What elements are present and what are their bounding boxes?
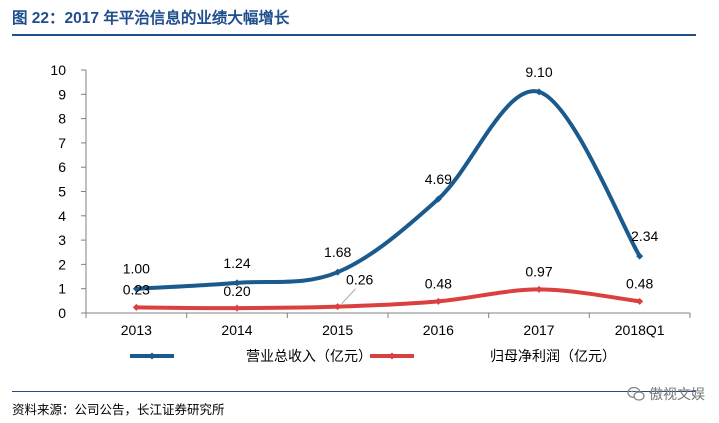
data-label-net-profit: 0.48 (425, 275, 452, 291)
x-tick-label: 2015 (322, 322, 353, 338)
y-tick-label: 9 (58, 86, 66, 102)
legend-label-revenue: 营业总收入（亿元） (246, 348, 372, 364)
series-line-revenue (134, 89, 642, 291)
data-point-revenue (535, 88, 543, 96)
y-tick-label: 5 (58, 184, 66, 200)
data-label-net-profit: 0.97 (525, 263, 552, 279)
data-label-net-profit: 0.48 (626, 275, 653, 291)
series-line-net-profit (134, 287, 642, 311)
data-point-revenue (434, 195, 442, 203)
legend-marker-net-profit (388, 352, 396, 360)
data-point-net-profit (233, 304, 241, 312)
data-point-revenue (334, 268, 342, 276)
footer-divider (12, 391, 696, 392)
y-tick-label: 6 (58, 159, 66, 175)
wechat-icon (627, 386, 645, 401)
x-tick-label: 2014 (221, 322, 252, 338)
y-tick-label: 1 (58, 281, 66, 297)
data-label-revenue: 1.00 (123, 261, 150, 277)
x-tick-label: 2013 (121, 322, 152, 338)
y-tick-label: 10 (50, 62, 66, 78)
label-leader-line (341, 288, 357, 305)
watermark: 傲视文娱 (627, 384, 705, 404)
x-tick-label: 2018Q1 (615, 322, 665, 338)
y-tick-label: 8 (58, 111, 66, 127)
y-tick-label: 2 (58, 256, 66, 272)
data-label-revenue: 9.10 (525, 64, 552, 80)
watermark-text: 傲视文娱 (649, 386, 705, 402)
data-label-revenue: 1.68 (324, 244, 351, 260)
data-point-revenue (233, 279, 241, 287)
data-point-revenue (132, 285, 140, 293)
data-label-net-profit: 0.20 (223, 283, 250, 299)
data-label-net-profit: 0.23 (123, 281, 150, 297)
y-tick-label: 3 (58, 232, 66, 248)
title-divider (12, 34, 696, 36)
y-tick-label: 4 (58, 208, 66, 224)
y-tick-label: 7 (58, 135, 66, 151)
data-label-revenue: 4.69 (425, 171, 452, 187)
x-tick-label: 2016 (423, 322, 454, 338)
source-note: 资料来源：公司公告，长江证券研究所 (12, 403, 225, 417)
line-chart: 0 1 2 3 4 5 6 7 8 9 10 2013 2014 2015 2016 2017 2018Q1 1.… (50, 62, 691, 364)
data-label-revenue: 1.24 (223, 255, 250, 271)
data-point-net-profit (434, 297, 442, 305)
legend-marker-revenue (148, 352, 156, 360)
data-point-net-profit (132, 303, 140, 311)
data-point-net-profit (535, 285, 543, 293)
data-label-revenue: 2.34 (631, 228, 658, 244)
data-point-revenue (636, 252, 644, 260)
data-point-net-profit (334, 303, 342, 311)
legend-label-net-profit: 归母净利润（亿元） (490, 348, 616, 364)
data-label-net-profit: 0.26 (346, 272, 373, 288)
x-tick-label: 2017 (523, 322, 554, 338)
page-title: 图 22：2017 年平治信息的业绩大幅增长 (12, 10, 290, 27)
data-point-net-profit (636, 297, 644, 305)
y-tick-label: 0 (58, 305, 66, 321)
